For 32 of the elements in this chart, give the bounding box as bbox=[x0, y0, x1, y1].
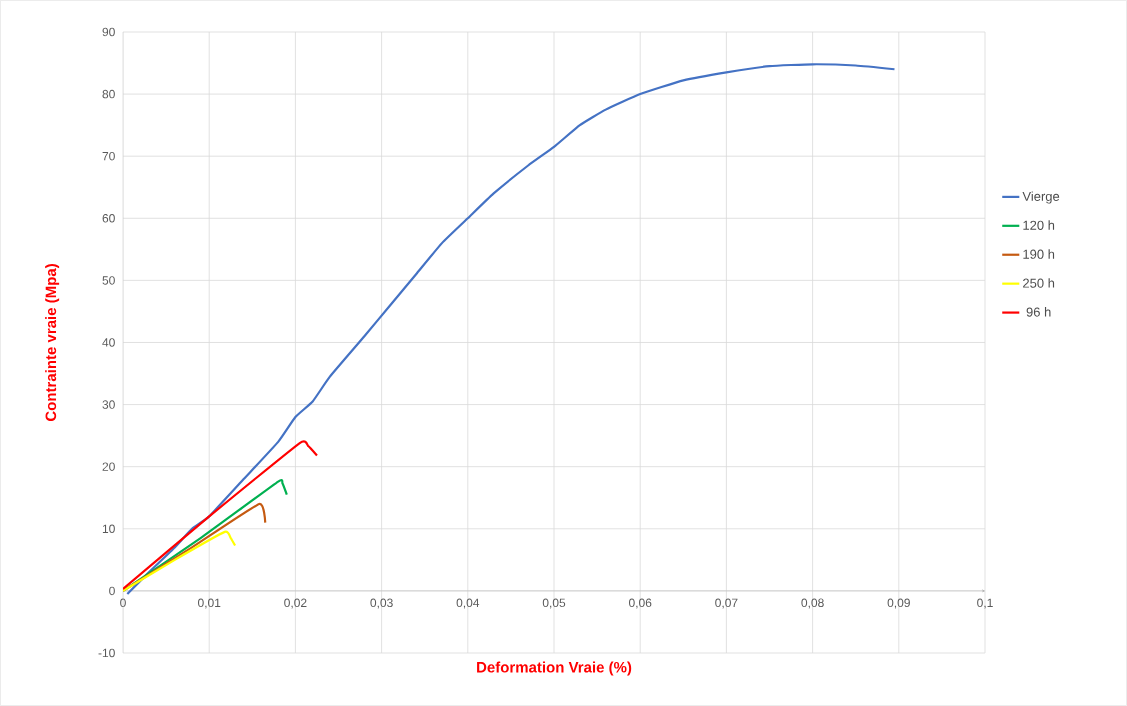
x-tick-label: 0,02 bbox=[284, 598, 307, 609]
line-series bbox=[123, 530, 237, 592]
y-tick-label: 70 bbox=[102, 151, 115, 161]
legend-label: 96 h bbox=[1026, 307, 1051, 317]
x-tick-label: 0,03 bbox=[370, 598, 393, 609]
x-tick-label: 0,08 bbox=[801, 598, 824, 609]
legend-label: 250 h bbox=[1023, 278, 1055, 288]
x-tick-label: 0,01 bbox=[198, 598, 221, 609]
x-tick-label: 0,05 bbox=[542, 598, 566, 609]
y-tick-label: 10 bbox=[102, 524, 115, 534]
y-tick-label: -10 bbox=[98, 648, 115, 658]
y-tick-label: 20 bbox=[102, 462, 115, 471]
y-tick-label: 50 bbox=[102, 276, 115, 285]
x-tick-label: 0,09 bbox=[887, 598, 910, 609]
line-series bbox=[123, 440, 319, 591]
y-tick-label: 0 bbox=[109, 586, 115, 596]
x-tick-label: 0 bbox=[120, 598, 126, 608]
legend-label: 120 h bbox=[1023, 220, 1055, 230]
y-tick-label: 60 bbox=[102, 214, 115, 223]
x-tick-label: 0,04 bbox=[456, 598, 480, 609]
y-tick-label: 30 bbox=[102, 400, 115, 409]
line-series bbox=[126, 63, 896, 596]
y-tick-label: 80 bbox=[102, 89, 115, 99]
x-tick-label: 0,1 bbox=[977, 598, 993, 609]
x-tick-label: 0,06 bbox=[629, 598, 652, 609]
y-axis-title: Contrainte vraie (Mpa) bbox=[45, 264, 60, 422]
y-tick-label: 90 bbox=[102, 27, 115, 37]
x-axis-title: Deformation Vraie (%) bbox=[477, 661, 632, 676]
x-tick-label: 0,07 bbox=[715, 598, 738, 609]
legend-label: 190 h bbox=[1023, 249, 1055, 259]
legend-label: Vierge bbox=[1022, 191, 1060, 204]
y-tick-label: 40 bbox=[102, 338, 115, 347]
